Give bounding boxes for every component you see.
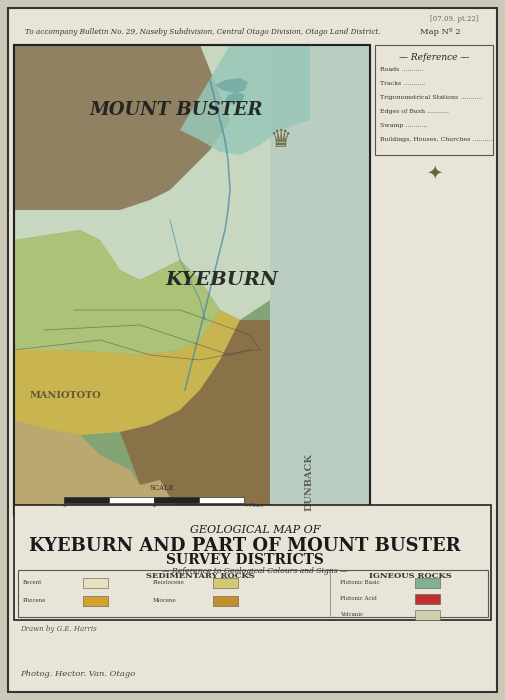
Text: IGNEOUS ROCKS: IGNEOUS ROCKS <box>369 572 451 580</box>
Text: ✦: ✦ <box>426 164 442 183</box>
Text: 4 Miles: 4 Miles <box>244 503 263 508</box>
Text: Tracks ...........: Tracks ........... <box>380 81 425 86</box>
Polygon shape <box>225 92 245 104</box>
Text: Pliocene: Pliocene <box>23 598 46 603</box>
Bar <box>83 596 108 606</box>
Text: Edges of Bush ...........: Edges of Bush ........... <box>380 109 449 114</box>
Bar <box>14 45 370 515</box>
Bar <box>415 594 440 604</box>
Text: MOUNT BUSTER: MOUNT BUSTER <box>90 101 264 119</box>
Text: Plutonic Acid: Plutonic Acid <box>340 596 377 601</box>
Text: Buildings, Houses, Churches ...........: Buildings, Houses, Churches ........... <box>380 137 494 142</box>
Bar <box>64 497 109 503</box>
Text: 2: 2 <box>152 503 156 508</box>
Text: Pleistocene: Pleistocene <box>153 580 185 585</box>
Text: Drawn by G.E. Harris: Drawn by G.E. Harris <box>20 625 97 633</box>
Text: MANIOTOTO: MANIOTOTO <box>30 391 102 400</box>
Polygon shape <box>14 230 220 355</box>
Bar <box>213 578 238 588</box>
Polygon shape <box>14 310 240 515</box>
Bar <box>199 497 244 503</box>
Text: Miocene: Miocene <box>153 598 177 603</box>
Text: DUNBACK: DUNBACK <box>305 453 314 511</box>
Text: 0: 0 <box>62 503 66 508</box>
Text: Volcanic: Volcanic <box>340 612 363 617</box>
Text: To accompany Bulletin No. 29, Naseby Subdivision, Central Otago Division, Otago : To accompany Bulletin No. 29, Naseby Sub… <box>25 28 380 36</box>
Polygon shape <box>14 45 230 210</box>
Bar <box>415 610 440 620</box>
Text: Map Nº 2: Map Nº 2 <box>420 28 461 36</box>
Text: Roads ...........: Roads ........... <box>380 67 423 72</box>
Polygon shape <box>215 78 248 93</box>
Bar <box>109 497 154 503</box>
Bar <box>14 45 370 515</box>
Bar <box>83 578 108 588</box>
Text: KYEBURN AND PART OF MOUNT BUSTER: KYEBURN AND PART OF MOUNT BUSTER <box>29 537 461 555</box>
Bar <box>213 596 238 606</box>
Text: Photog. Hector. Van. Otago: Photog. Hector. Van. Otago <box>20 670 135 678</box>
Text: KYEBURN: KYEBURN <box>165 271 278 289</box>
Text: SCALE: SCALE <box>149 484 174 492</box>
Text: SEDIMENTARY ROCKS: SEDIMENTARY ROCKS <box>145 572 255 580</box>
Text: — Reference —: — Reference — <box>399 53 469 62</box>
Polygon shape <box>120 320 270 515</box>
Polygon shape <box>180 45 310 155</box>
Text: [07.09. pt.22]: [07.09. pt.22] <box>430 15 479 23</box>
Text: ♛: ♛ <box>269 128 291 152</box>
Bar <box>18 570 488 617</box>
Polygon shape <box>14 230 270 515</box>
Bar <box>415 578 440 588</box>
Text: GEOLOGICAL MAP OF: GEOLOGICAL MAP OF <box>190 525 320 535</box>
Bar <box>14 505 491 620</box>
Polygon shape <box>14 420 180 515</box>
Text: Swamp ...........: Swamp ........... <box>380 123 427 128</box>
Text: SURVEY DISTRICTS: SURVEY DISTRICTS <box>166 553 324 567</box>
Text: — Reference to Geological Colours and Signs —: — Reference to Geological Colours and Si… <box>162 567 348 575</box>
Text: Trigonometrical Stations ...........: Trigonometrical Stations ........... <box>380 95 482 100</box>
Bar <box>154 497 199 503</box>
Text: Plutonic Basic: Plutonic Basic <box>340 580 380 585</box>
Text: Recent: Recent <box>23 580 42 585</box>
Polygon shape <box>270 45 370 515</box>
Bar <box>375 45 493 155</box>
